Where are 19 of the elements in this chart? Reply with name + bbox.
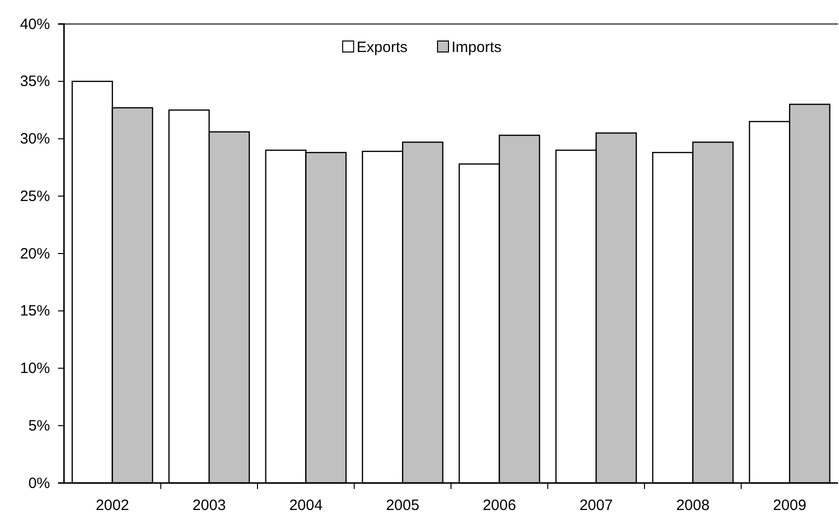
x-tick-label: 2007 [579, 497, 613, 514]
x-tick-label: 2006 [482, 497, 516, 514]
x-tick-label: 2005 [386, 497, 420, 514]
x-tick-label: 2009 [772, 497, 806, 514]
y-tick-label: 40% [20, 16, 50, 33]
x-tick-label: 2003 [192, 497, 226, 514]
y-tick-label: 20% [20, 245, 50, 262]
y-tick-label: 0% [28, 474, 50, 492]
y-tick-label: 10% [20, 360, 50, 378]
y-tick-label: 5% [28, 417, 50, 434]
y-tick-label: 25% [20, 188, 50, 205]
x-tick-label: 2008 [676, 497, 710, 514]
legend-label: Imports [452, 39, 502, 56]
legend-label: Exports [356, 39, 408, 56]
y-tick-label: 35% [20, 73, 50, 90]
y-tick-label: 30% [20, 130, 50, 148]
x-tick-label: 2004 [289, 497, 323, 514]
y-tick-label: 15% [20, 302, 50, 320]
x-tick-label: 2002 [96, 497, 130, 514]
